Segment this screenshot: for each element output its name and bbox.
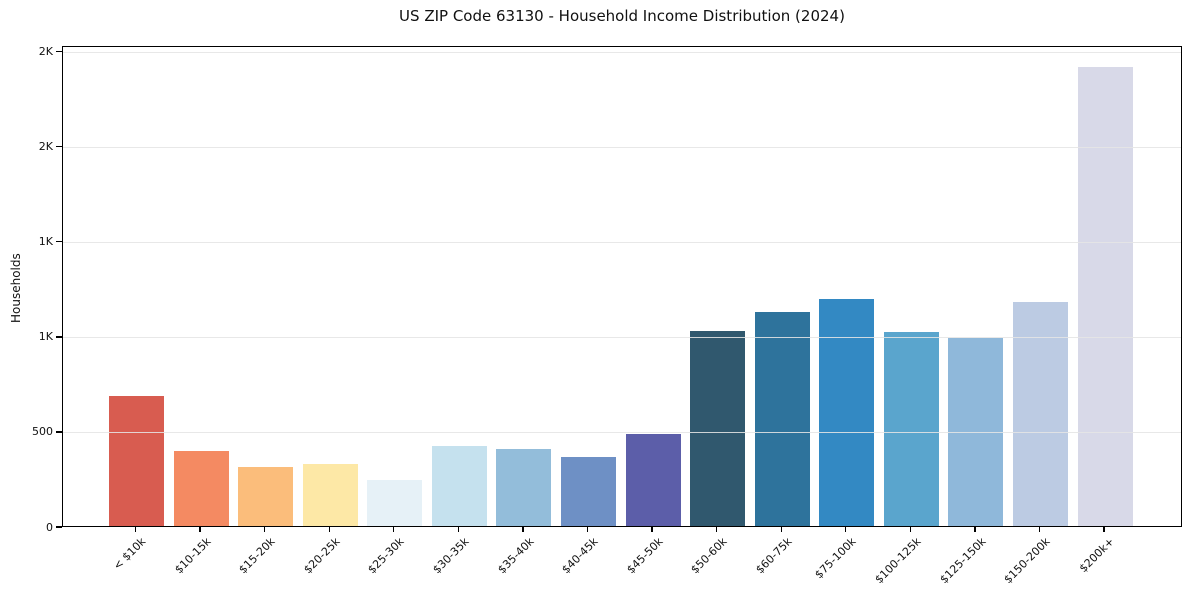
bar-< $10k <box>109 395 164 526</box>
x-tick-label-$50-60k: $50-60k <box>688 535 730 577</box>
bar-$25-30k <box>367 480 423 526</box>
x-tick-$30-35k <box>457 527 459 532</box>
bar-$35-40k <box>496 449 552 526</box>
x-tick-label-$75-100k: $75-100k <box>812 535 859 582</box>
x-tick-$10-15k <box>199 527 201 532</box>
x-tick-$40-45k <box>586 527 589 532</box>
bar-$150-200k <box>1012 301 1068 526</box>
x-tick-label-$60-75k: $60-75k <box>753 535 795 577</box>
bar-$20-25k <box>302 464 358 526</box>
y-tick-label-2000: 2K <box>38 140 53 154</box>
x-tick-label-$150-200k: $150-200k <box>1001 535 1053 587</box>
x-tick-label-$20-25k: $20-25k <box>301 535 343 577</box>
x-tick-$60-75k <box>780 527 782 532</box>
chart-title: US ZIP Code 63130 - Household Income Dis… <box>399 7 845 25</box>
bar-$60-75k <box>754 312 810 526</box>
gridline-y-2500 <box>63 52 1181 54</box>
x-tick-label-$100-125k: $100-125k <box>872 535 924 587</box>
y-tick-1500 <box>56 241 62 243</box>
x-tick-$75-100k <box>845 527 847 532</box>
x-tick-$150-200k <box>1038 527 1041 532</box>
bar-$10-15k <box>173 450 229 526</box>
x-tick-$35-40k <box>522 527 524 532</box>
x-tick-$20-25k <box>328 527 330 532</box>
bar-$200k+ <box>1077 66 1133 526</box>
x-tick-$200k+ <box>1103 527 1105 532</box>
plot-area <box>62 46 1182 527</box>
bar-$30-35k <box>431 446 487 526</box>
x-tick-label-$25-30k: $25-30k <box>365 535 407 577</box>
x-tick-label-$40-45k: $40-45k <box>559 535 601 577</box>
x-tick-label-$10-15k: $10-15k <box>172 535 214 577</box>
x-tick-label-$200k+: $200k+ <box>1077 535 1118 576</box>
x-tick-label-$30-35k: $30-35k <box>430 535 472 577</box>
y-tick-0 <box>56 526 62 528</box>
gridline-y-1000 <box>63 337 1181 339</box>
bar-$15-20k <box>238 467 294 526</box>
x-tick-label-< $10k: < $10k <box>111 535 149 573</box>
x-tick-$50-60k <box>715 527 718 532</box>
gridline-y-2000 <box>63 147 1181 149</box>
y-tick-label-2500: 2K <box>38 45 53 59</box>
x-tick-$125-150k <box>974 527 976 532</box>
y-tick-500 <box>56 431 62 433</box>
x-tick-$15-20k <box>263 527 266 532</box>
y-axis-label: Households <box>9 253 23 323</box>
bar-$100-125k <box>883 332 939 526</box>
x-tick-label-$35-40k: $35-40k <box>494 535 537 577</box>
x-tick-label-$15-20k: $15-20k <box>236 535 278 577</box>
gridline-y-500 <box>63 432 1181 434</box>
x-tick-$45-50k <box>651 527 653 532</box>
bar-$75-100k <box>819 298 875 526</box>
bar-$45-50k <box>625 433 681 526</box>
y-tick-1000 <box>56 336 62 338</box>
x-tick-label-$125-150k: $125-150k <box>936 535 989 587</box>
y-tick-2000 <box>56 146 62 148</box>
x-tick-label-$45-50k: $45-50k <box>623 535 666 577</box>
x-tick-$25-30k <box>393 527 395 532</box>
y-tick-label-1500: 1K <box>38 235 53 249</box>
y-tick-label-500: 500 <box>32 425 53 439</box>
y-tick-2500 <box>56 51 62 53</box>
x-tick-< $10k <box>134 527 137 532</box>
bar-$40-45k <box>560 456 616 526</box>
gridline-y-1500 <box>63 242 1181 244</box>
bar-$125-150k <box>948 337 1004 526</box>
x-tick-$100-125k <box>909 527 911 532</box>
bar-$50-60k <box>690 331 746 526</box>
y-tick-label-0: 0 <box>46 520 53 534</box>
y-tick-label-1000: 1K <box>38 330 53 344</box>
